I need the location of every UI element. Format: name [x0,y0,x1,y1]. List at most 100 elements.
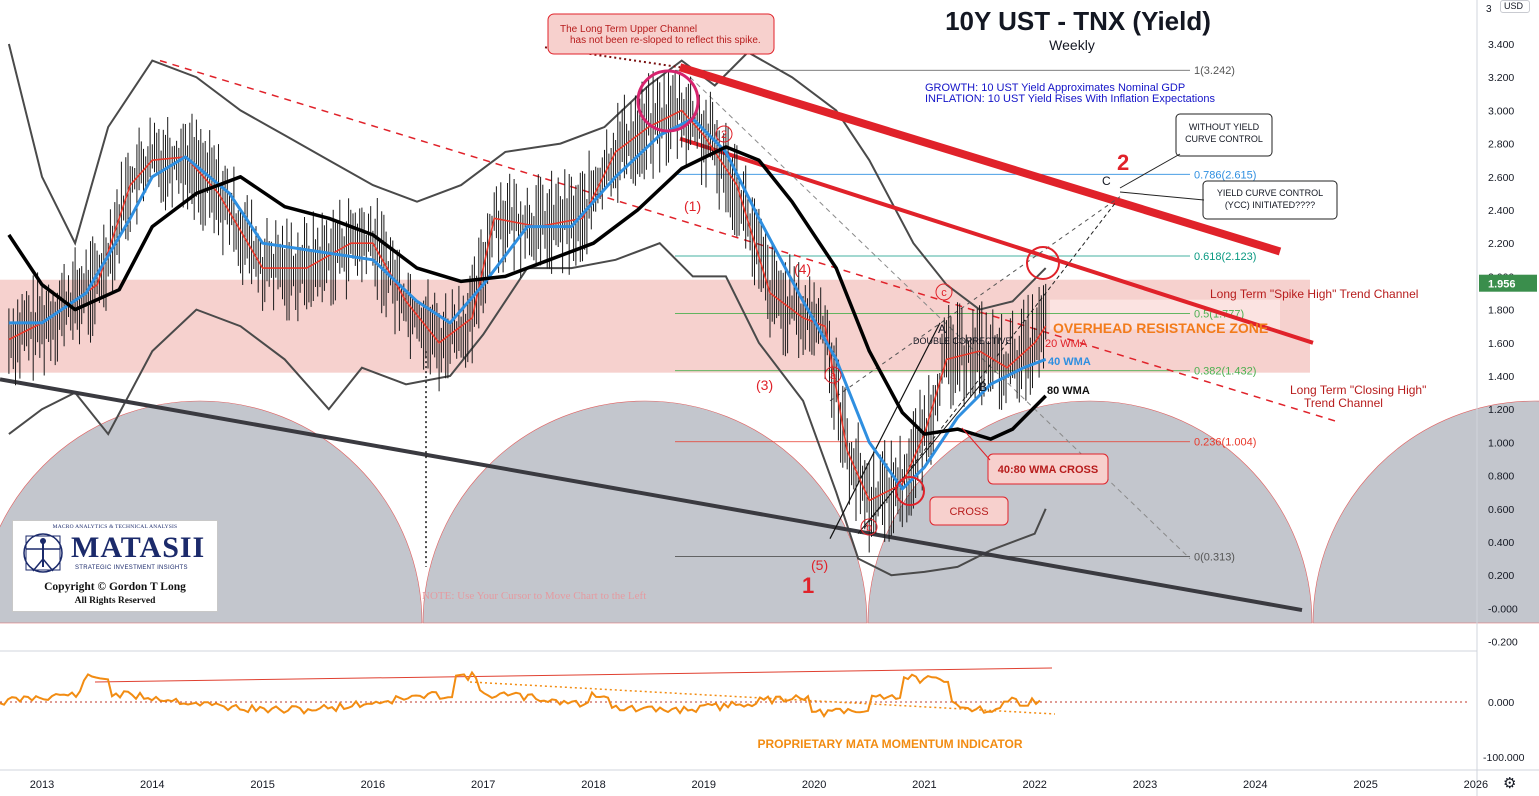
without-ycc-pointer [1119,153,1181,189]
y-tick-label: 0.400 [1488,537,1514,549]
last-price-label: 1.956 [1488,279,1516,291]
fib-label: 0.382(1.432) [1194,366,1256,378]
without-ycc-box [1175,113,1273,157]
without-ycc-line2: CURVE CONTROL [1185,134,1263,144]
y-tick-label: 1.800 [1488,305,1514,317]
without-ycc-line1: WITHOUT YIELD [1189,122,1260,132]
resistance-zone-label-bg [1050,299,1280,330]
x-tick-label: 2015 [250,779,274,791]
wave-circle [935,283,953,301]
logo-rights: All Rights Reserved [74,596,156,606]
x-tick-label: 2016 [361,779,385,791]
y-tick-corner: 3 [1486,4,1492,15]
series-line [8,117,1047,491]
currency-label: USD [1504,1,1524,11]
x-tick-label: 2020 [802,779,826,791]
spike-high-channel-lower [679,136,1314,345]
double-corrective-label: DOUBLE CORRECTIVE [913,336,1012,346]
series-line [8,109,1047,502]
closing-high-channel-label2: Trend Channel [1304,396,1383,410]
x-tick-label: 2025 [1353,779,1377,791]
cursor-note: NOTE: Use Your Cursor to Move Chart to t… [422,590,646,602]
cross-4080-box [987,453,1109,485]
ycc-line1: YIELD CURVE CONTROL [1217,188,1323,198]
wma20-label: 20 WMA [1045,338,1088,350]
logo-copyright: Copyright © Gordon T Long [44,581,186,593]
wave-label-4: (4) [794,261,811,277]
resistance-zone-label: OVERHEAD RESISTANCE ZONE [1053,320,1268,336]
x-tick-label: 2014 [140,779,164,791]
momentum-trend-top [94,667,1053,683]
fib-label: 1(3.242) [1194,65,1235,77]
y-tick-label: 2.600 [1488,172,1514,184]
impulse-line-a [829,322,941,539]
x-tick-label: 2023 [1133,779,1157,791]
cross-circle [895,476,925,506]
cross-label: CROSS [949,506,988,518]
x-tick-label: 2018 [581,779,605,791]
lower-band-line [8,242,1047,577]
wave-circle-label: a [830,370,837,382]
y-tick-label: 3.400 [1488,39,1514,51]
chart-subtitle: Weekly [1049,37,1095,53]
wave-circle-label: c [941,287,947,299]
y-tick-label: 0.200 [1488,570,1514,582]
cross-box [929,496,1009,526]
growth-text: GROWTH: 10 UST Yield Approximates Nomina… [925,82,1185,94]
upper-band-line [7,43,1047,311]
wave-label-big-2: 2 [1117,150,1129,175]
fib-label: 0.236(1.004) [1194,437,1256,449]
y-tick-label: -0.000 [1488,603,1518,615]
cycle-arc [867,400,1313,624]
y-tick-label: 0.800 [1488,471,1514,483]
wave-label-B: B [979,380,987,394]
logo-name: MATASII [71,531,206,564]
x-tick-label: 2022 [1022,779,1046,791]
y-tick-label: 1.400 [1488,371,1514,383]
wave-label-C: C [1102,174,1111,188]
momentum-label: PROPRIETARY MATA MOMENTUM INDICATOR [757,737,1022,751]
wave-circle [715,125,733,143]
ycc-pointer [1119,191,1205,201]
spike-high-channel-label: Long Term "Spike High" Trend Channel [1210,287,1418,301]
x-tick-label: 2017 [471,779,495,791]
logo: MACRO ANALYTICS & TECHNICAL ANALYSIS MAT… [12,520,218,612]
y-tick-label: 2.200 [1488,238,1514,250]
cross-4080-label: 40:80 WMA CROSS [998,464,1098,476]
wave-circle-label: b [866,522,872,534]
x-tick-label: 2021 [912,779,936,791]
y-tick-label: 1.000 [1488,437,1514,449]
x-tick-label: 2019 [692,779,716,791]
wave-circle-label: 2 [721,129,727,141]
wma40-label: 40 WMA [1048,356,1091,368]
wave-label-big-1: 1 [802,573,814,598]
wave-label-5: (5) [811,557,828,573]
resistance-zone-layer [0,279,1310,373]
chart-title: 10Y UST - TNX (Yield) [945,6,1211,36]
momentum-layer: PROPRIETARY MATA MOMENTUM INDICATOR [0,667,1470,751]
fib-label: 0.786(2.615) [1194,169,1256,181]
momentum-line [0,670,1041,718]
momentum-tick-0: 0.000 [1488,697,1514,709]
series-line [7,145,1047,441]
spike-high-channel-upper [678,63,1282,256]
y-tick-label: 3.200 [1488,72,1514,84]
last-price-tag [1479,274,1537,292]
gear-icon[interactable]: ⚙ [1503,775,1517,792]
y-tick-label: 1.600 [1488,338,1514,350]
cross-4080-pointer [961,427,991,461]
y-tick-label: 0.600 [1488,504,1514,516]
vitruvian-icon [23,533,63,573]
cycle-arc [1312,400,1539,624]
fib-label: 0.618(2.123) [1194,251,1256,263]
wma80-label: 80 WMA [1047,385,1090,397]
y-tick-label: 1.200 [1488,404,1514,416]
x-tick-label: 2024 [1243,779,1267,791]
moving-average-layer [7,71,1047,553]
fib-label: 0(0.313) [1194,551,1235,563]
currency-selector[interactable]: USD [1500,0,1530,13]
wave-circle [824,366,842,384]
